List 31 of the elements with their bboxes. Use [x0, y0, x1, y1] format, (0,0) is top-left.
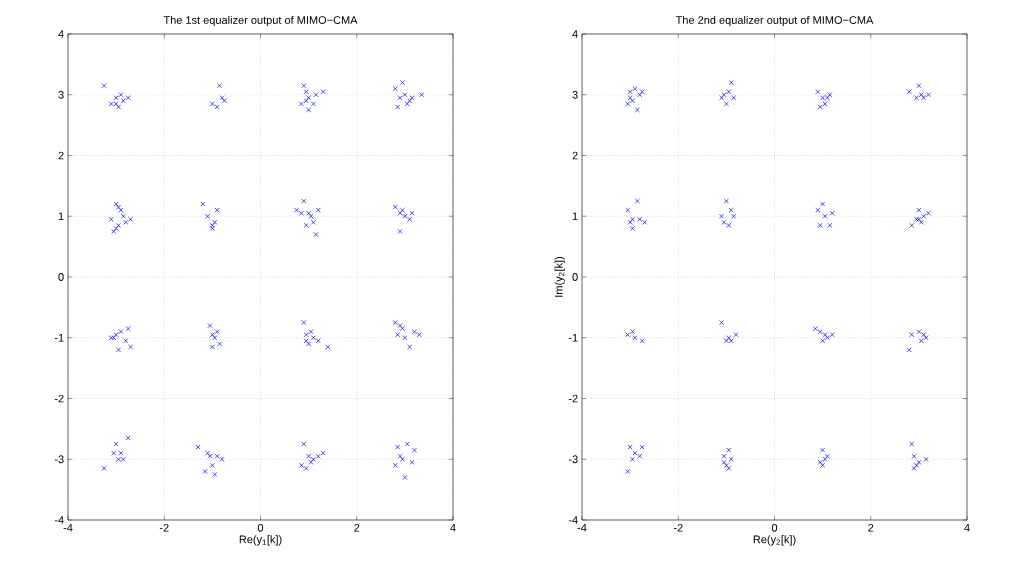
y-tick-label: -4 [54, 516, 64, 524]
y-tick-label: -2 [54, 394, 64, 403]
y-tick-label: 2 [572, 151, 578, 160]
x-tick-label: -2 [673, 523, 683, 532]
y-tick-label: -2 [568, 394, 578, 403]
y-tick-label: 1 [58, 212, 64, 221]
x-tick-label: 0 [257, 523, 264, 532]
x-tick-label: -2 [159, 523, 169, 532]
y-axis-title: Im(y$_{2}$[k]) [554, 256, 565, 297]
x-axis-title: Re(y$_{2}$[k]) [753, 535, 796, 546]
y-tick-label: -3 [568, 455, 578, 464]
y-tick-label: -4 [568, 516, 578, 524]
x-tick-label: 2 [868, 523, 874, 532]
y-tick-label: -3 [54, 455, 64, 464]
x-tick-label: 0 [771, 523, 778, 532]
y-tick-label: -1 [54, 333, 64, 342]
chart-title: The 2nd equalizer output of MIMO−CMA [675, 15, 874, 27]
y-tick-label: 4 [572, 30, 578, 38]
x-tick-label: 4 [450, 523, 456, 532]
y-tick-label: 0 [58, 273, 64, 281]
y-tick-label: 1 [572, 212, 578, 221]
x-tick-label: 2 [354, 523, 360, 532]
y-tick-label: 3 [572, 90, 578, 99]
x-tick-label: 4 [964, 523, 970, 532]
x-axis-title: Re(y$_{1}$[k]) [239, 535, 282, 546]
y-tick-label: 0 [572, 273, 578, 281]
chart-title: The 1st equalizer output of MIMO−CMA [163, 15, 358, 27]
y-tick-label: 4 [58, 30, 64, 38]
y-tick-label: -1 [568, 333, 578, 342]
y-tick-label: 3 [58, 90, 64, 99]
y-tick-label: 2 [58, 151, 64, 160]
